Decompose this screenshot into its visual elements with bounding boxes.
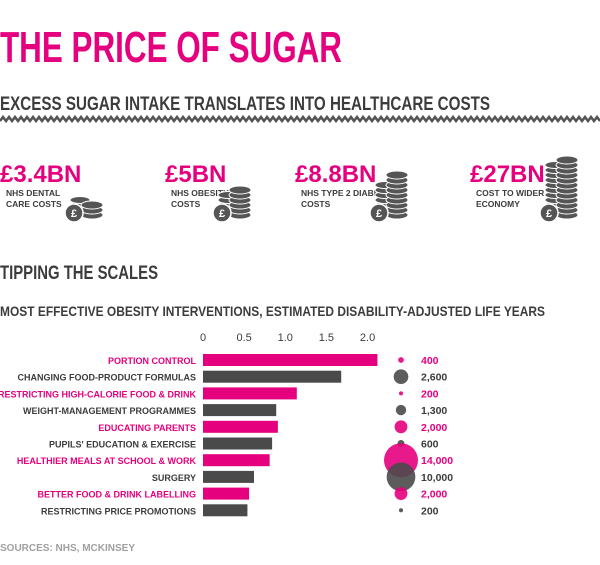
x-tick-label: 0.5 [236,332,251,344]
bar [203,470,255,483]
category-label: RESTRICTING PRICE PROMOTIONS [41,506,196,516]
section-title: TIPPING THE SCALES [0,263,158,284]
bar [203,387,297,400]
pound-sign: £ [546,208,552,220]
chart-title: MOST EFFECTIVE OBESITY INTERVENTIONS, ES… [0,303,545,319]
cost-value: £27BN [470,161,545,188]
x-tick-label: 1.0 [278,332,293,344]
cost-value: £3.4BN [0,161,81,188]
bar [203,487,250,500]
bar [203,420,278,433]
bar [203,404,277,417]
cost-label: NHS TYPE 2 DIABETES [301,188,396,198]
bubble [393,369,409,385]
x-tick-label: 1.5 [319,332,334,344]
x-tick-label: 2.0 [360,332,375,344]
pound-icon [212,203,232,223]
category-label: RESTRICTING HIGH-CALORIE FOOD & DRINK [0,389,196,399]
pound-icon [64,203,84,223]
category-label: PUPILS' EDUCATION & EXERCISE [49,440,196,450]
category-label: PORTION CONTROL [108,356,196,366]
category-label: BETTER FOOD & DRINK LABELLING [38,490,197,500]
bubble-label: 14,000 [421,455,453,467]
x-tick-label: 0 [200,332,206,344]
category-label: CHANGING FOOD-PRODUCT FORMULAS [18,373,197,383]
category-label: WEIGHT-MANAGEMENT PROGRAMMES [23,406,196,416]
bubble-label: 10,000 [421,472,453,484]
subtitle: EXCESS SUGAR INTAKE TRANSLATES INTO HEAL… [0,94,490,115]
bubble [394,487,408,501]
bubble-label: 400 [421,355,439,367]
pound-sign: £ [71,208,77,220]
category-label: HEALTHIER MEALS AT SCHOOL & WORK [17,456,197,466]
bubble-label: 200 [421,388,439,400]
bubble [386,462,416,492]
divider [0,114,600,124]
coin [80,200,104,210]
bar [203,354,378,366]
bar [203,437,273,450]
bubble [394,420,408,434]
cost-value: £8.8BN [295,161,376,188]
category-label: EDUCATING PARENTS [98,423,196,433]
bar [203,454,270,467]
bar [203,504,248,517]
bubble [398,508,404,513]
bubble [398,357,404,363]
cost-label: COSTS [171,199,201,209]
bubble [398,391,404,396]
bubble-label: 1,300 [421,405,447,417]
source: SOURCES: NHS, MCKINSEY [0,543,135,554]
bubble-label: 2,000 [421,422,447,434]
bar [203,370,342,383]
pound-sign: £ [376,208,382,220]
cost-value: £5BN [165,161,226,188]
cost-label: NHS DENTAL [6,188,60,198]
pound-icon [539,203,559,223]
category-label: SURGERY [152,473,196,483]
cost-label: ECONOMY [476,199,520,209]
bubble-label: 200 [421,505,439,517]
bubble-label: 2,600 [421,372,447,384]
cost-label: COSTS [301,199,331,209]
bubble-label: 600 [421,439,439,451]
pound-icon [369,203,389,223]
cost-label: COST TO WIDER [476,188,544,198]
coin [555,155,579,165]
coin [228,185,252,195]
cost-label: NHS OBESITY [171,188,229,198]
cost-label: CARE COSTS [6,199,62,209]
bubble [395,404,407,416]
coin [385,170,409,180]
bubble-label: 2,000 [421,489,447,501]
pound-sign: £ [219,208,225,220]
title: THE PRICE OF SUGAR [0,23,342,72]
